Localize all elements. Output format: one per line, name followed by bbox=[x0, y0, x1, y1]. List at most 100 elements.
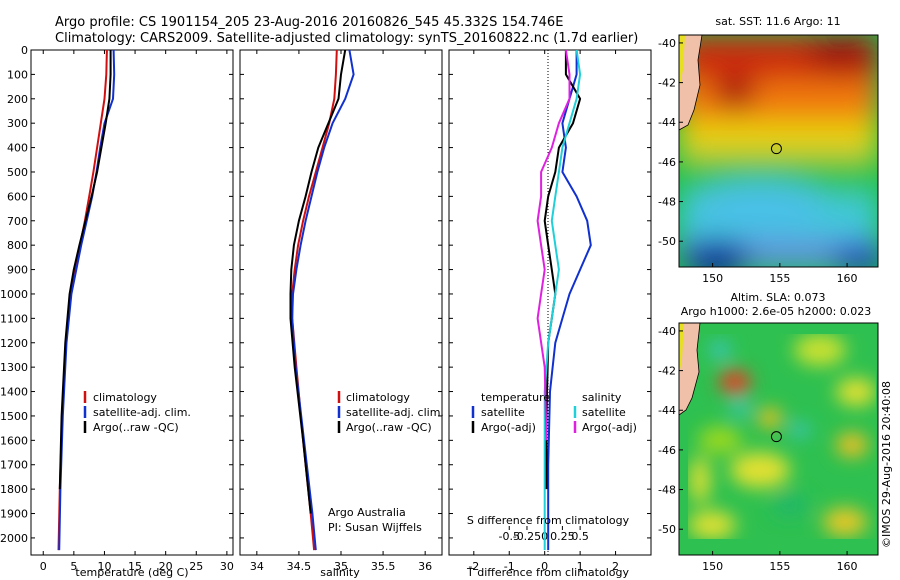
depth-tick-label: 1300 bbox=[0, 361, 28, 374]
series-line bbox=[536, 49, 571, 441]
lon-tick-label: 155 bbox=[769, 560, 790, 573]
temperature-legend: climatology satellite-adj. clim. Argo(..… bbox=[83, 391, 191, 434]
header-line-2: Climatology: CARS2009. Satellite-adjuste… bbox=[55, 31, 638, 46]
difference-legend: temperature satellite Argo(-adj) salinit… bbox=[471, 391, 637, 434]
depth-tick-label: 1700 bbox=[0, 459, 28, 472]
depth-tick-label: 500 bbox=[7, 166, 28, 179]
series-line bbox=[57, 49, 108, 551]
lat-tick-label: -46 bbox=[658, 156, 676, 169]
s-difference-axis: -0.5-0.25 0 0.250.5 bbox=[499, 526, 589, 543]
s-tick-label: -0.5 bbox=[499, 530, 520, 543]
depth-tick-label: 1100 bbox=[0, 312, 28, 325]
lon-tick-label: 150 bbox=[702, 272, 723, 285]
s-tick-label: 0.5 bbox=[571, 530, 589, 543]
lat-tick-label: -42 bbox=[658, 365, 676, 378]
salinity-x-axis: 34 34.5 35 35.5 36 bbox=[250, 50, 432, 573]
lat-tick-label: -40 bbox=[658, 325, 676, 338]
x-tick-label: 2 bbox=[612, 560, 619, 573]
depth-tick-label: 700 bbox=[7, 215, 28, 228]
lat-tick-label: -42 bbox=[658, 77, 676, 90]
land-mass bbox=[679, 35, 703, 131]
x-tick-label: 20 bbox=[159, 560, 173, 573]
header-line-1: Argo profile: CS 1901154_205 23-Aug-2016… bbox=[55, 15, 563, 30]
salinity-depth-ticks bbox=[240, 49, 442, 539]
depth-tick-label: 1500 bbox=[0, 410, 28, 423]
sla-map-subtitle: Argo h1000: 2.6e-05 h2000: 0.023 bbox=[681, 305, 872, 318]
legend-label-argo: Argo(..raw -QC) bbox=[346, 421, 432, 434]
sla-map-title: Altim. SLA: 0.073 bbox=[730, 291, 825, 304]
difference-panel: -2 -1 0 1 2 -0.5-0.25 0 0.250.5 S difference f… bbox=[448, 49, 652, 579]
depth-tick-label: 1800 bbox=[0, 483, 28, 496]
sst-lon-ticks: 150 155 160 bbox=[702, 263, 858, 285]
salinity-series bbox=[289, 49, 355, 551]
depth-tick-label: 1900 bbox=[0, 508, 28, 521]
depth-tick-label: 1600 bbox=[0, 434, 28, 447]
temperature-frame bbox=[30, 49, 234, 556]
series-line bbox=[291, 49, 338, 551]
sst-map-frame bbox=[678, 34, 879, 268]
s-difference-label: S difference from climatology bbox=[467, 514, 630, 527]
x-tick-label: 34.5 bbox=[287, 560, 312, 573]
argo-position-marker bbox=[770, 143, 782, 155]
x-tick-label: -1 bbox=[504, 560, 515, 573]
sla-lat-ticks: -40 -42 -44 -46 -48 -50 bbox=[658, 325, 683, 536]
sla-field bbox=[679, 323, 876, 539]
x-tick-label: 5 bbox=[70, 560, 77, 573]
legend-label-s-argo: Argo(-adj) bbox=[582, 421, 637, 434]
lat-tick-label: -48 bbox=[658, 196, 676, 209]
lat-tick-label: -50 bbox=[658, 523, 676, 536]
lat-tick-label: -48 bbox=[658, 484, 676, 497]
sst-map-title: sat. SST: 11.6 Argo: 11 bbox=[715, 15, 840, 28]
x-tick-label: -2 bbox=[468, 560, 479, 573]
temperature-x-label: temperature (deg C) bbox=[75, 566, 188, 579]
salinity-legend: climatology satellite-adj. clim. Argo(..… bbox=[337, 391, 444, 434]
lon-tick-label: 160 bbox=[837, 272, 858, 285]
series-line bbox=[547, 50, 592, 551]
depth-axis: 0 100 200 300 400 500 600 700 800 900 1000 1100 1200… bbox=[0, 44, 233, 545]
t-difference-x-label: T difference from climatology bbox=[466, 566, 629, 579]
depth-tick-label: 100 bbox=[7, 68, 28, 81]
depth-tick-label: 200 bbox=[7, 93, 28, 106]
series-line bbox=[289, 49, 347, 514]
legend-label-satellite: satellite-adj. clim. bbox=[93, 406, 191, 419]
series-line bbox=[58, 50, 112, 490]
lon-tick-label: 155 bbox=[769, 272, 790, 285]
depth-tick-label: 1200 bbox=[0, 337, 28, 350]
x-tick-label: 1 bbox=[577, 560, 584, 573]
legend-label-climatology: climatology bbox=[93, 391, 157, 404]
depth-tick-label: 900 bbox=[7, 264, 28, 277]
sla-map: Altim. SLA: 0.073 Argo h1000: 2.6e-05 h2… bbox=[658, 291, 879, 573]
s-tick-label: 0.25 bbox=[550, 530, 575, 543]
series-line bbox=[543, 49, 582, 551]
x-tick-label: 35 bbox=[334, 560, 348, 573]
argo-position-marker bbox=[770, 431, 782, 443]
x-tick-label: 0 bbox=[541, 560, 548, 573]
annotation-pi: PI: Susan Wijffels bbox=[328, 521, 422, 534]
legend-label-argo: Argo(..raw -QC) bbox=[93, 421, 179, 434]
depth-tick-label: 0 bbox=[21, 44, 28, 57]
legend-label-t-argo: Argo(-adj) bbox=[481, 421, 536, 434]
x-tick-label: 30 bbox=[220, 560, 234, 573]
depth-tick-label: 1000 bbox=[0, 288, 28, 301]
x-tick-label: 0 bbox=[40, 560, 47, 573]
lat-tick-label: -44 bbox=[658, 404, 676, 417]
difference-series bbox=[536, 49, 592, 551]
legend-label-satellite: satellite-adj. clim. bbox=[346, 406, 444, 419]
legend-label-s-satellite: satellite bbox=[582, 406, 626, 419]
legend-group-salinity: salinity bbox=[582, 391, 622, 404]
depth-tick-label: 1400 bbox=[0, 386, 28, 399]
sla-map-frame bbox=[678, 322, 879, 556]
lat-tick-label: -40 bbox=[658, 37, 676, 50]
lat-tick-label: -50 bbox=[658, 235, 676, 248]
temperature-panel: 0100200300400500600700800900100011001200… bbox=[0, 44, 234, 579]
x-tick-label: 36 bbox=[418, 560, 432, 573]
x-tick-label: 34 bbox=[250, 560, 264, 573]
depth-tick-label: 600 bbox=[7, 190, 28, 203]
series-line bbox=[291, 49, 355, 551]
lon-tick-label: 160 bbox=[837, 560, 858, 573]
salinity-frame bbox=[239, 49, 443, 556]
sla-lon-ticks: 150 155 160 bbox=[702, 551, 858, 573]
x-tick-label: 15 bbox=[128, 560, 142, 573]
legend-label-t-satellite: satellite bbox=[481, 406, 525, 419]
